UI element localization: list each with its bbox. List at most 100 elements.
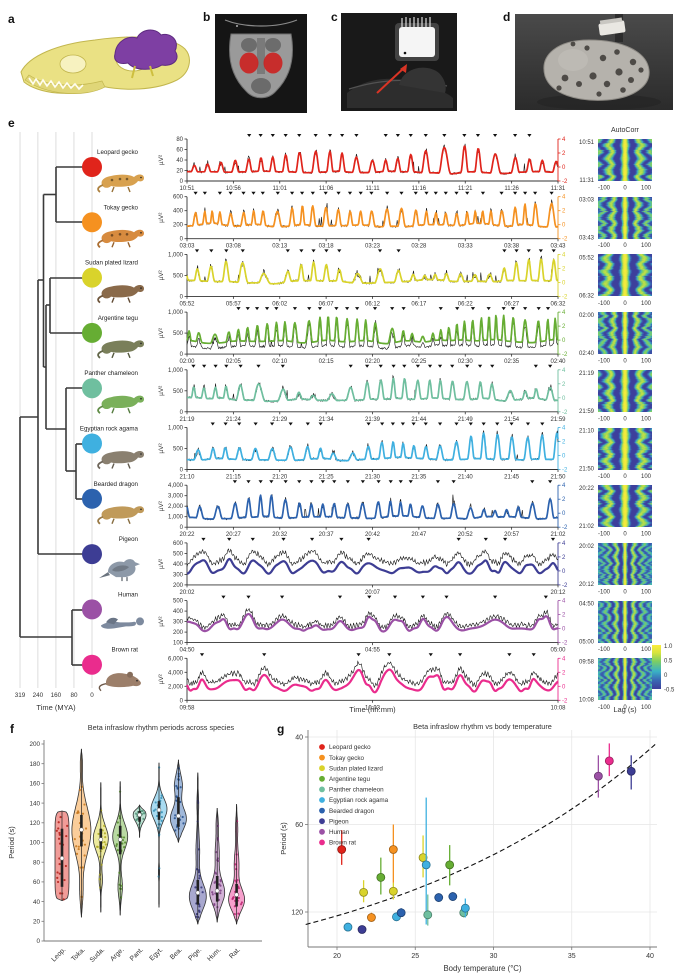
peak-arrow-marker xyxy=(356,653,361,657)
violin-datapoint xyxy=(174,829,177,832)
right-tick-label: -2 xyxy=(562,583,568,589)
violin-datapoint xyxy=(84,827,88,830)
lag-tick-label: 0 xyxy=(623,474,627,480)
violin-datapoint xyxy=(76,810,80,813)
peak-arrow-marker xyxy=(540,422,545,426)
legend-dot xyxy=(319,744,325,750)
x-tick-label: 06:17 xyxy=(411,301,427,307)
scatter-point-brown-rat xyxy=(604,756,614,766)
violin-datapoint xyxy=(56,871,59,874)
peak-arrow-marker xyxy=(246,595,251,599)
peak-arrow-marker xyxy=(324,249,329,253)
lag-tick-label: -100 xyxy=(598,243,611,249)
lag-tick-label: 100 xyxy=(641,589,652,595)
violin-datapoint xyxy=(103,824,106,827)
peak-arrow-marker xyxy=(420,595,425,599)
scatter-plot: Beta infraslow rhythm vs body temperatur… xyxy=(279,722,657,973)
mri-midline xyxy=(257,38,265,74)
x-tick-label: 20:37 xyxy=(319,532,335,538)
right-tick-label: 4 xyxy=(562,426,566,432)
lag-tick-label: 100 xyxy=(641,243,652,249)
lag-tick-label: -100 xyxy=(598,589,611,595)
legend-dot xyxy=(319,775,325,782)
violin-ytick: 120 xyxy=(29,820,40,827)
implant-connector-pins xyxy=(401,17,431,27)
peak-arrow-marker xyxy=(372,307,378,311)
violin-category-label: Toka. xyxy=(70,946,87,963)
peak-arrow-marker xyxy=(411,422,416,426)
violin-datapoint xyxy=(237,886,240,890)
autocorr-heatmap-egyptian-rock-agama xyxy=(598,427,652,470)
peak-arrow-marker xyxy=(285,249,290,253)
peak-arrow-marker xyxy=(310,191,315,195)
violin-datapoint xyxy=(182,822,185,825)
peak-arrow-marker xyxy=(221,595,226,599)
x-tick-label: 03:18 xyxy=(319,244,335,250)
violin-datapoint xyxy=(179,786,182,789)
y-tick-label: 500 xyxy=(173,599,184,605)
peak-arrow-marker xyxy=(428,653,433,657)
peak-arrow-marker xyxy=(392,595,398,599)
x-tick-label: 21:35 xyxy=(411,475,427,481)
peak-arrow-marker xyxy=(548,364,553,368)
peak-arrow-marker xyxy=(502,249,507,253)
violin-datapoint xyxy=(239,903,243,906)
skull-3d-render xyxy=(20,29,190,94)
x-tick-label: 20:22 xyxy=(179,532,195,538)
violin-datapoint xyxy=(158,823,162,826)
violin-datapoint xyxy=(195,915,198,918)
x-tick-label: 21:19 xyxy=(179,417,195,423)
violin-datapoint xyxy=(175,799,178,802)
peak-arrow-marker xyxy=(507,653,512,657)
scatter-point-argentine-tegu xyxy=(376,873,386,882)
peak-arrow-marker xyxy=(401,307,406,311)
violin-datapoint xyxy=(177,778,180,781)
peak-arrow-marker xyxy=(307,307,312,311)
peak-arrow-marker xyxy=(548,480,553,484)
x-tick-label: 06:07 xyxy=(319,301,335,307)
species-name-label: Pigeon xyxy=(119,536,139,543)
lag-tick-label: 0 xyxy=(623,243,627,249)
peak-arrow-marker xyxy=(514,249,519,253)
x-tick-label: 06:27 xyxy=(504,301,520,307)
x-tick-label: 03:23 xyxy=(365,244,381,250)
right-tick-label: 2 xyxy=(562,670,566,676)
violin-datapoint xyxy=(213,902,216,906)
right-tick-label: 0 xyxy=(562,454,566,460)
violin-datapoint xyxy=(58,872,61,875)
trace-row-bearded-dragon: 4,000 3,000 2,000 1,000 0 4 2 0 -2 20:22 20:27 20:3… xyxy=(158,480,568,538)
y-tick-label: 1,000 xyxy=(168,368,184,374)
skull-struts xyxy=(131,65,154,79)
violin-datapoint xyxy=(78,788,82,792)
right-tick-label: 2 xyxy=(562,266,566,272)
right-tick-label: 4 xyxy=(562,195,566,201)
x-tick-label: 03:03 xyxy=(179,244,195,250)
peak-arrow-marker xyxy=(202,364,207,368)
autocorr-end-time: 11:31 xyxy=(579,178,594,184)
violin-datapoint xyxy=(55,829,58,832)
panel-label-f: f xyxy=(10,722,14,736)
violin-datapoint xyxy=(201,891,204,894)
violin-plot: Beta infraslow rhythm periods across spe… xyxy=(7,723,262,964)
x-tick-label: 02:35 xyxy=(504,359,520,365)
mri-dark-region-right xyxy=(265,38,281,52)
mri-lower-region xyxy=(251,78,271,94)
peak-arrow-marker xyxy=(269,422,275,426)
x-tick-label: 02:25 xyxy=(411,359,427,365)
species-image-brown-rat xyxy=(98,671,141,692)
x-tick-label: 02:00 xyxy=(179,359,195,365)
sleeping-gecko-photo xyxy=(515,14,673,110)
peak-arrow-marker xyxy=(365,364,370,368)
lag-tick-label: 100 xyxy=(641,416,652,422)
right-tick-label: -2 xyxy=(562,410,568,416)
x-tick-label: 20:02 xyxy=(179,590,195,596)
violin-datapoint xyxy=(123,846,126,849)
peak-arrow-marker xyxy=(240,249,245,253)
right-tick-label: -2 xyxy=(562,698,568,704)
raw-power-trace xyxy=(186,548,559,568)
lag-tick-label: 0 xyxy=(623,705,627,711)
x-tick-label: 11:06 xyxy=(319,186,334,192)
peak-arrow-marker xyxy=(377,249,383,253)
autocorr-start-time: 05:52 xyxy=(579,255,595,261)
violin-datapoint xyxy=(56,880,60,884)
